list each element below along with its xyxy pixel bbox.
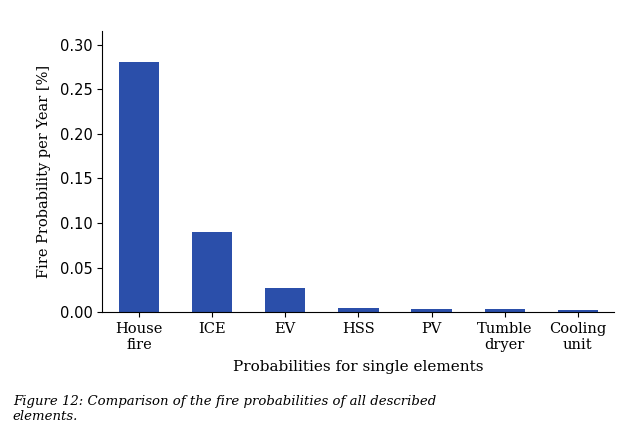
Bar	[119, 62, 159, 312]
Text: Figure 12: Comparison of the fire probabilities of all described
elements.: Figure 12: Comparison of the fire probab…	[13, 395, 436, 423]
Y-axis label: Fire Probability per Year [%]: Fire Probability per Year [%]	[38, 65, 51, 278]
Bar	[265, 288, 305, 312]
Bar	[412, 309, 452, 312]
Bar	[339, 308, 378, 312]
X-axis label: Probabilities for single elements: Probabilities for single elements	[233, 360, 484, 375]
Bar	[484, 309, 525, 312]
Bar	[557, 310, 598, 312]
Bar	[192, 232, 232, 312]
